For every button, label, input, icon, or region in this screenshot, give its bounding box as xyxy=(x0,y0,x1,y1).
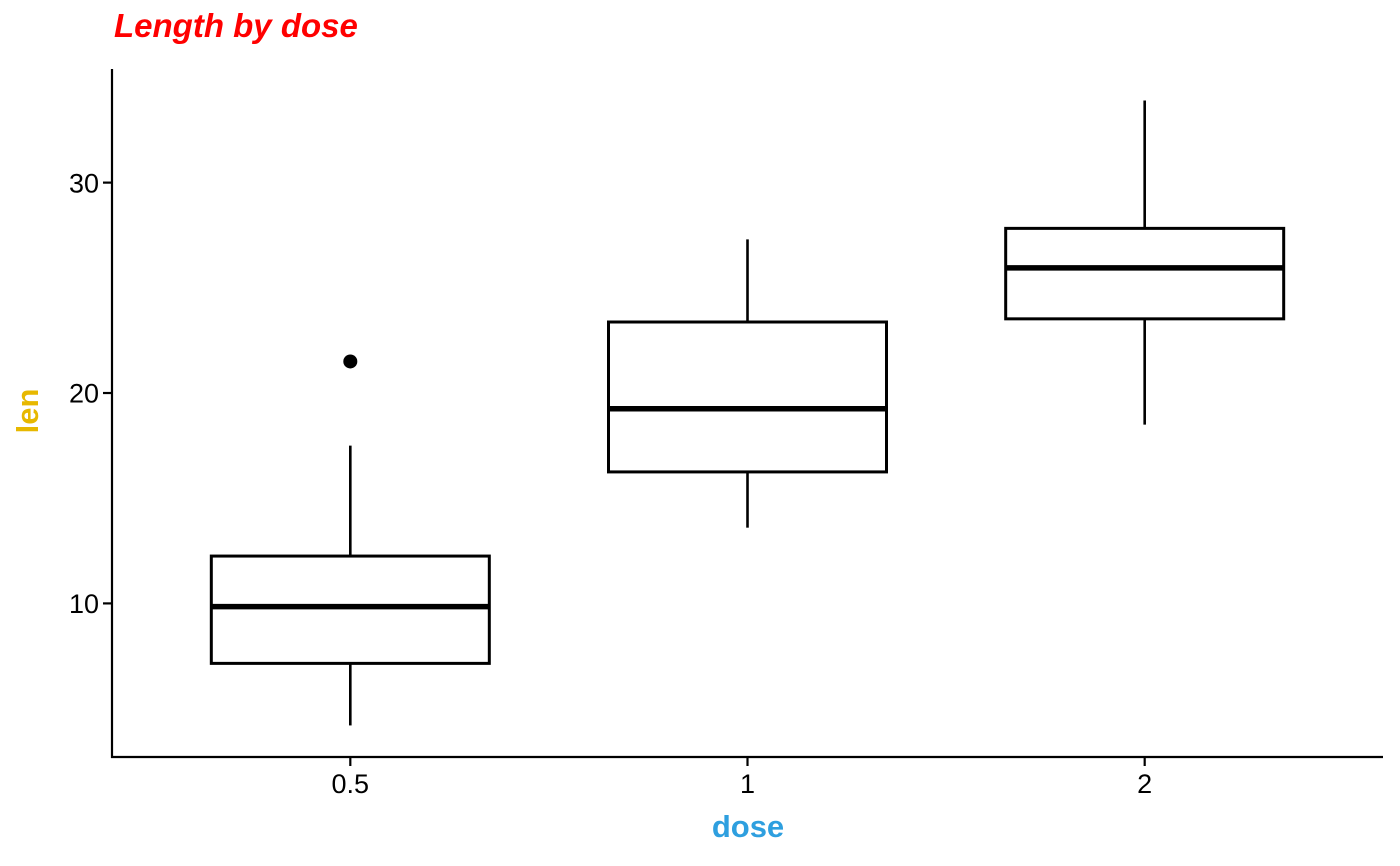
x-tick-label: 2 xyxy=(1137,769,1152,799)
chart-title: Length by dose xyxy=(114,7,358,44)
y-tick-label: 20 xyxy=(69,379,99,409)
x-tick-label: 0.5 xyxy=(332,769,370,799)
x-axis-title: dose xyxy=(711,809,785,844)
outlier-point xyxy=(343,354,358,369)
iqr-box xyxy=(1004,226,1286,321)
iqr-box xyxy=(607,320,888,474)
iqr-box xyxy=(209,554,491,665)
y-tick-label: 10 xyxy=(69,589,99,619)
y-tick-label: 30 xyxy=(69,168,99,198)
x-tick-label: 1 xyxy=(740,769,755,799)
